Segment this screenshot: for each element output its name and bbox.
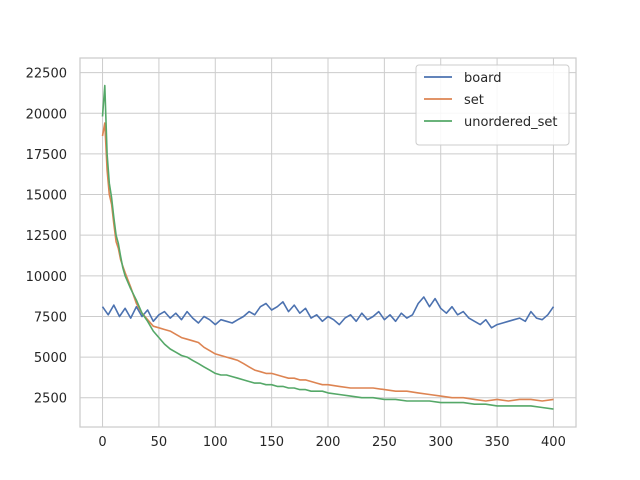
y-tick-label: 2500 [34, 392, 67, 407]
x-tick-label: 200 [316, 435, 341, 450]
x-tick-label: 0 [98, 435, 106, 450]
series-lines [101, 84, 555, 410]
y-tick-label: 5000 [34, 351, 67, 366]
x-tick-label: 100 [203, 435, 228, 450]
grid-lines [80, 58, 576, 427]
x-tick-label: 150 [259, 435, 284, 450]
series-line-board [101, 296, 555, 329]
legend-box [415, 64, 570, 146]
x-tick-label: 350 [485, 435, 510, 450]
x-tick-label: 50 [151, 435, 168, 450]
y-tick-label: 20000 [26, 107, 67, 122]
y-tick-label: 12500 [26, 229, 67, 244]
y-axis-ticks: 2500 5000 7500 10000 12500 15000 17500 20000 225… [26, 67, 67, 407]
x-tick-label: 400 [541, 435, 566, 450]
x-tick-label: 250 [372, 435, 397, 450]
y-tick-label: 22500 [26, 67, 67, 82]
plot-frame [79, 57, 577, 428]
legend-label: unordered_set [464, 115, 557, 130]
legend: board set unordered_set [415, 64, 570, 146]
y-tick-label: 7500 [34, 310, 67, 325]
y-tick-label: 17500 [26, 148, 67, 163]
y-tick-label: 15000 [26, 189, 67, 204]
x-axis-ticks: 0 50 100 150 200 250 300 350 400 [98, 435, 565, 450]
legend-label: set [464, 93, 484, 108]
series-line-unordered-set [101, 84, 554, 410]
legend-label: board [464, 71, 502, 86]
x-tick-label: 300 [428, 435, 453, 450]
y-tick-label: 10000 [26, 270, 67, 285]
